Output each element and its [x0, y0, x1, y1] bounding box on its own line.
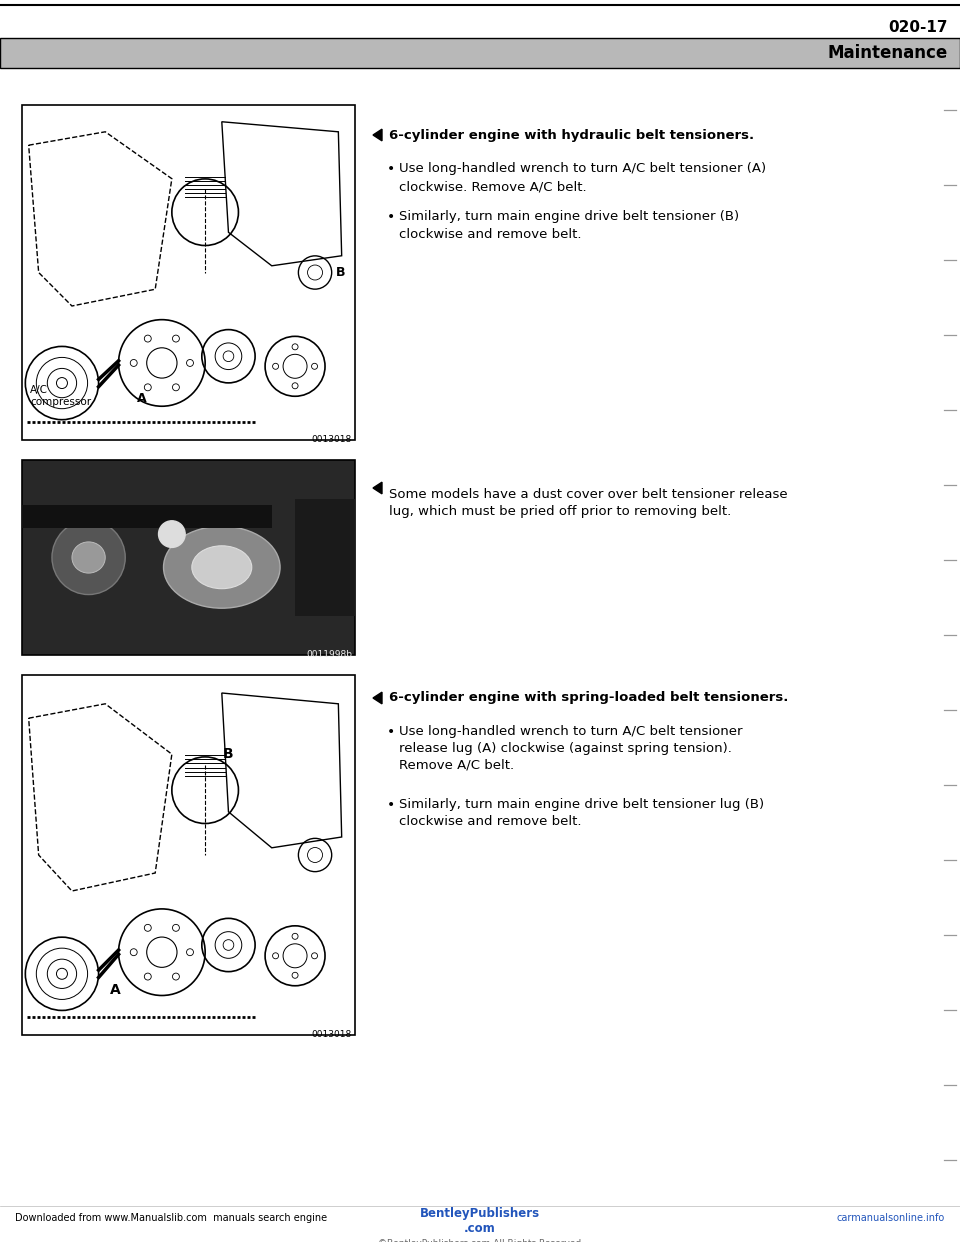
Text: A: A: [137, 391, 147, 405]
Text: B: B: [335, 266, 345, 279]
Text: BentleyPublishers: BentleyPublishers: [420, 1207, 540, 1221]
Text: 6-cylinder engine with spring-loaded belt tensioners.: 6-cylinder engine with spring-loaded bel…: [389, 692, 788, 704]
Text: Use long-handled wrench to turn A/C belt tensioner: Use long-handled wrench to turn A/C belt…: [399, 725, 742, 738]
Text: A/C
compressor: A/C compressor: [30, 385, 91, 406]
Text: •: •: [387, 161, 396, 176]
Bar: [22, 674, 355, 1035]
Text: clockwise and remove belt.: clockwise and remove belt.: [399, 229, 582, 241]
Text: Some models have a dust cover over belt tensioner release: Some models have a dust cover over belt …: [389, 488, 787, 501]
Polygon shape: [373, 482, 382, 494]
Text: Remove A/C belt.: Remove A/C belt.: [399, 759, 515, 773]
Ellipse shape: [163, 527, 280, 609]
Text: •: •: [387, 799, 396, 812]
Text: Downloaded from www.Manualslib.com  manuals search engine: Downloaded from www.Manualslib.com manua…: [15, 1213, 327, 1223]
Ellipse shape: [52, 520, 125, 595]
Text: 6-cylinder engine with hydraulic belt tensioners.: 6-cylinder engine with hydraulic belt te…: [389, 128, 755, 142]
Bar: [0, 39, 960, 68]
Text: 0011998b: 0011998b: [306, 650, 352, 660]
Ellipse shape: [192, 545, 252, 589]
Text: clockwise and remove belt.: clockwise and remove belt.: [399, 815, 582, 828]
Text: release lug (A) clockwise (against spring tension).: release lug (A) clockwise (against sprin…: [399, 741, 732, 755]
Text: •: •: [387, 210, 396, 224]
Bar: [22, 504, 272, 528]
Text: B: B: [223, 748, 234, 761]
Bar: [295, 499, 355, 616]
Text: carmanualsonline.info: carmanualsonline.info: [837, 1213, 945, 1223]
Text: lug, which must be pried off prior to removing belt.: lug, which must be pried off prior to re…: [389, 505, 732, 518]
Text: 0013018: 0013018: [312, 1030, 352, 1040]
Text: ©BentleyPublishers.com-All Rights Reserved: ©BentleyPublishers.com-All Rights Reserv…: [378, 1240, 582, 1242]
Text: Similarly, turn main engine drive belt tensioner (B): Similarly, turn main engine drive belt t…: [399, 210, 739, 224]
Text: Similarly, turn main engine drive belt tensioner lug (B): Similarly, turn main engine drive belt t…: [399, 799, 764, 811]
Text: Maintenance: Maintenance: [828, 43, 948, 62]
Text: •: •: [387, 725, 396, 739]
Text: 0013018: 0013018: [312, 435, 352, 443]
Bar: [22, 106, 355, 440]
Polygon shape: [373, 129, 382, 140]
Ellipse shape: [72, 542, 106, 573]
Text: Use long-handled wrench to turn A/C belt tensioner (A): Use long-handled wrench to turn A/C belt…: [399, 161, 766, 175]
Text: .com: .com: [464, 1221, 496, 1235]
Circle shape: [158, 520, 185, 548]
Text: A: A: [109, 982, 121, 997]
Bar: [22, 460, 355, 655]
Text: clockwise. Remove A/C belt.: clockwise. Remove A/C belt.: [399, 180, 587, 193]
Text: 020-17: 020-17: [889, 21, 948, 36]
Polygon shape: [373, 692, 382, 704]
